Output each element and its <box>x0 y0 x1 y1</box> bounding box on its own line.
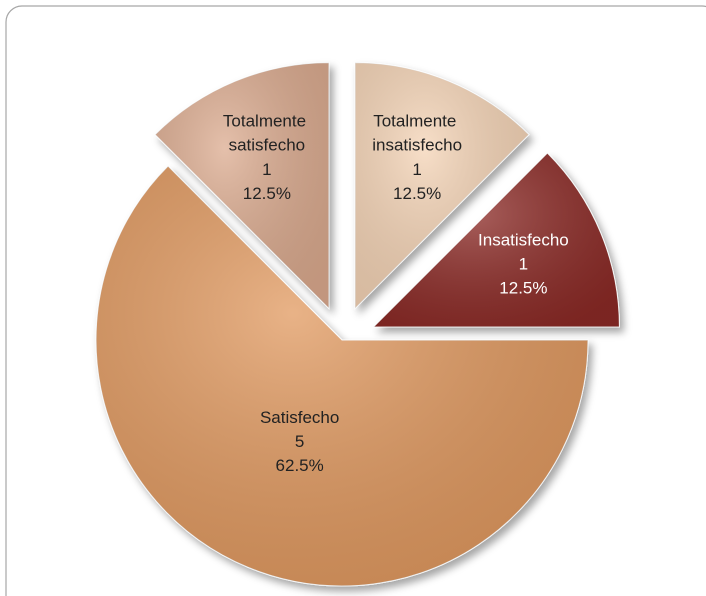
slice-label-name: Satisfecho <box>260 408 339 427</box>
slice-label-percent: 12.5% <box>393 184 441 203</box>
slice-label-value: 1 <box>262 160 271 179</box>
slice-gloss <box>155 62 329 309</box>
slice-label-value: 1 <box>412 160 421 179</box>
slice-label-name: Totalmente satisfecho <box>223 112 311 155</box>
slice-label-percent: 62.5% <box>276 456 324 475</box>
slice-gloss <box>373 153 620 327</box>
slice-label-name: Totalmente insatisfecho <box>372 112 462 155</box>
slice-label-value: 1 <box>519 254 528 273</box>
slice-gloss <box>355 62 529 309</box>
slice-gloss <box>95 166 588 586</box>
slice-label-percent: 12.5% <box>243 184 291 203</box>
slice-label-value: 5 <box>295 432 304 451</box>
slice-label-name: Insatisfecho <box>478 230 569 249</box>
slice-label-percent: 12.5% <box>499 278 547 297</box>
